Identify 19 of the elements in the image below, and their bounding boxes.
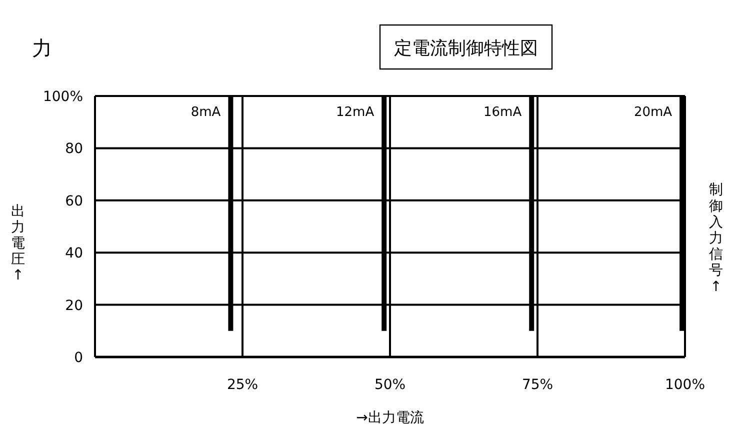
y-axis-title: 出力電圧↑ — [11, 203, 25, 284]
series-label: 12mA — [336, 105, 374, 120]
x-tick-label: 100% — [664, 377, 706, 393]
text: 力 — [32, 36, 52, 60]
series-label: 8mA — [190, 105, 221, 120]
y-tick-label: 60 — [65, 193, 83, 210]
chart-title: 定電流制御特性図 — [394, 38, 538, 59]
y-tick-label: 80 — [65, 141, 83, 158]
y-tick-label: 40 — [65, 246, 83, 262]
x-axis-title: →出力電流 — [356, 410, 424, 426]
series-label: 20mA — [634, 105, 672, 120]
x-tick-label: 50% — [374, 377, 406, 393]
y-tick-label: 0 — [74, 350, 83, 366]
x-tick-label: 75% — [522, 377, 554, 393]
y-tick-label: 20 — [65, 298, 83, 314]
x-tick-label: 25% — [226, 377, 258, 393]
y-tick-label: 100% — [42, 89, 83, 105]
y2-axis-title: 制御入力信号↑ — [709, 182, 723, 295]
series-label: 16mA — [483, 105, 522, 120]
